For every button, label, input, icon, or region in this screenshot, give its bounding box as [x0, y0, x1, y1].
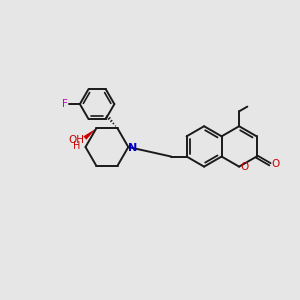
Text: N: N — [128, 142, 137, 153]
Text: O: O — [271, 159, 280, 169]
Text: F: F — [62, 99, 68, 109]
Text: H: H — [73, 141, 80, 152]
Text: OH: OH — [68, 135, 85, 146]
Polygon shape — [83, 128, 96, 140]
Text: O: O — [240, 162, 249, 172]
